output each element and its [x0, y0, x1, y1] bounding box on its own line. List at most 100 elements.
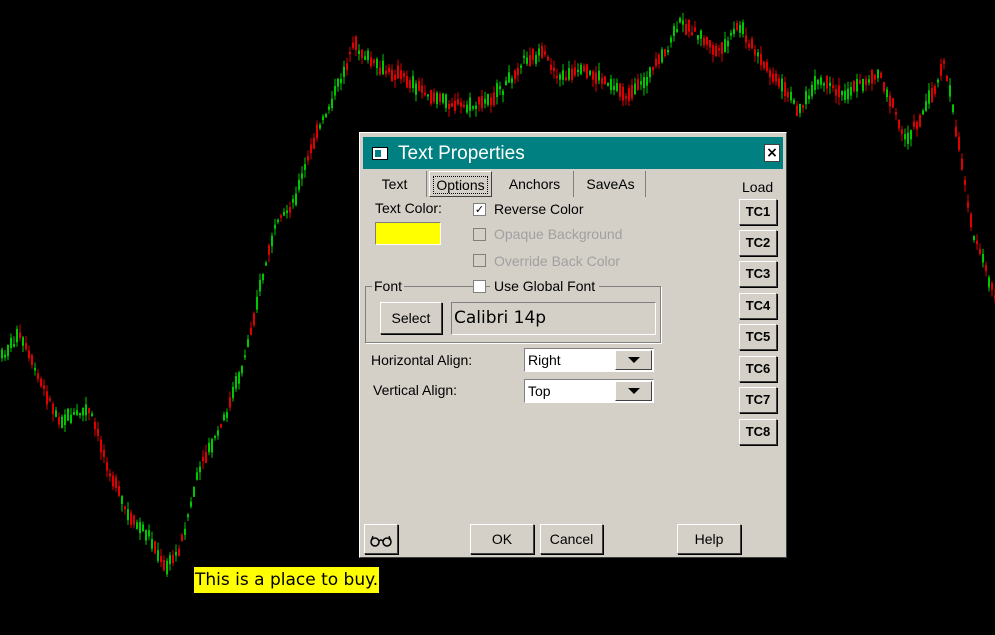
override-back-color-checkbox[interactable] [473, 254, 486, 267]
dialog-title-bar[interactable]: Text Properties × [363, 137, 783, 169]
candle-body [718, 48, 720, 51]
candle-body [520, 65, 522, 68]
candle-body [358, 50, 360, 54]
candle-body [913, 121, 915, 127]
candle-body [640, 81, 642, 85]
cancel-button[interactable]: Cancel [540, 524, 603, 554]
tab-text[interactable]: Text [363, 171, 427, 197]
load-tc6-button[interactable]: TC6 [739, 356, 777, 382]
candle-body [226, 412, 228, 418]
candle-body [577, 69, 579, 72]
candle-body [157, 550, 159, 561]
close-button[interactable]: × [764, 144, 780, 162]
candle-body [610, 78, 612, 91]
candle-body [412, 76, 414, 89]
candle-body [571, 68, 573, 80]
candle-body [289, 206, 291, 213]
chevron-down-icon[interactable] [615, 381, 652, 401]
candle-body [28, 350, 30, 359]
candle-body [439, 93, 441, 103]
candle-body [868, 79, 870, 83]
load-tc3-button[interactable]: TC3 [739, 261, 777, 287]
candle-body [262, 273, 264, 281]
preview-button[interactable] [364, 524, 398, 554]
candle-body [688, 19, 690, 32]
candle-body [397, 65, 399, 79]
candle-body [142, 524, 144, 532]
candle-body [217, 430, 219, 436]
tab-saveas[interactable]: SaveAs [576, 171, 646, 197]
candle-body [499, 86, 501, 90]
candle-body [472, 106, 474, 109]
candle-body [538, 48, 540, 56]
candle-body [16, 328, 18, 343]
candle-body [829, 82, 831, 86]
candle-body [556, 75, 558, 79]
opaque-background-checkbox[interactable] [473, 228, 486, 241]
candle-body [463, 104, 465, 107]
load-tc8-button[interactable]: TC8 [739, 419, 777, 445]
candle-body [694, 27, 696, 32]
candle-body [502, 90, 504, 96]
candle-body [904, 134, 906, 140]
candle-body [901, 129, 903, 135]
candle-body [88, 408, 90, 414]
candle-body [199, 466, 201, 473]
candle-body [985, 264, 987, 272]
tab-options[interactable]: Options [429, 171, 492, 197]
vertical-align-select[interactable]: Top [524, 379, 654, 403]
candle-body [385, 70, 387, 74]
candle-body [208, 442, 210, 453]
candle-body [589, 70, 591, 75]
candle-body [292, 199, 294, 203]
candle-body [184, 528, 186, 535]
candle-body [286, 210, 288, 213]
candle-body [25, 343, 27, 350]
candle-body [196, 472, 198, 480]
candle-body [844, 90, 846, 100]
candle-body [256, 296, 258, 310]
candle-body [682, 20, 684, 25]
candle-body [454, 100, 456, 111]
candle-body [34, 367, 36, 371]
reverse-color-checkbox[interactable]: ✓ [473, 203, 486, 216]
candle-body [379, 67, 381, 75]
candle-body [343, 66, 345, 77]
candle-body [475, 105, 477, 109]
candle-body [469, 97, 471, 111]
candle-body [427, 94, 429, 97]
load-tc7-button[interactable]: TC7 [739, 387, 777, 413]
candle-body [445, 94, 447, 109]
candle-body [10, 337, 12, 348]
text-color-swatch[interactable] [375, 222, 441, 245]
chevron-down-icon[interactable] [615, 350, 652, 370]
candle-body [19, 332, 21, 338]
use-global-font-checkbox[interactable] [473, 280, 486, 293]
candle-body [946, 75, 948, 82]
help-button[interactable]: Help [677, 524, 741, 554]
candle-body [634, 83, 636, 95]
candle-body [478, 97, 480, 105]
tab-anchors[interactable]: Anchors [496, 171, 574, 197]
load-tc2-button[interactable]: TC2 [739, 230, 777, 256]
font-select-button[interactable]: Select [380, 302, 442, 334]
load-tc1-button[interactable]: TC1 [739, 199, 777, 225]
load-tc4-button[interactable]: TC4 [739, 293, 777, 319]
candle-body [790, 91, 792, 101]
candle-body [367, 50, 369, 61]
load-tc5-button[interactable]: TC5 [739, 324, 777, 350]
candle-body [508, 72, 510, 83]
chart-text-annotation[interactable]: This is a place to buy. [194, 567, 380, 593]
candle-body [415, 83, 417, 95]
candle-body [40, 378, 42, 387]
candle-body [697, 34, 699, 40]
horizontal-align-select[interactable]: Right [524, 348, 654, 372]
candle-body [628, 88, 630, 101]
candle-body [301, 173, 303, 179]
ok-button[interactable]: OK [470, 524, 534, 554]
candle-body [742, 22, 744, 35]
candle-body [124, 506, 126, 510]
candle-body [355, 36, 357, 50]
candle-body [781, 78, 783, 92]
candle-body [907, 132, 909, 144]
